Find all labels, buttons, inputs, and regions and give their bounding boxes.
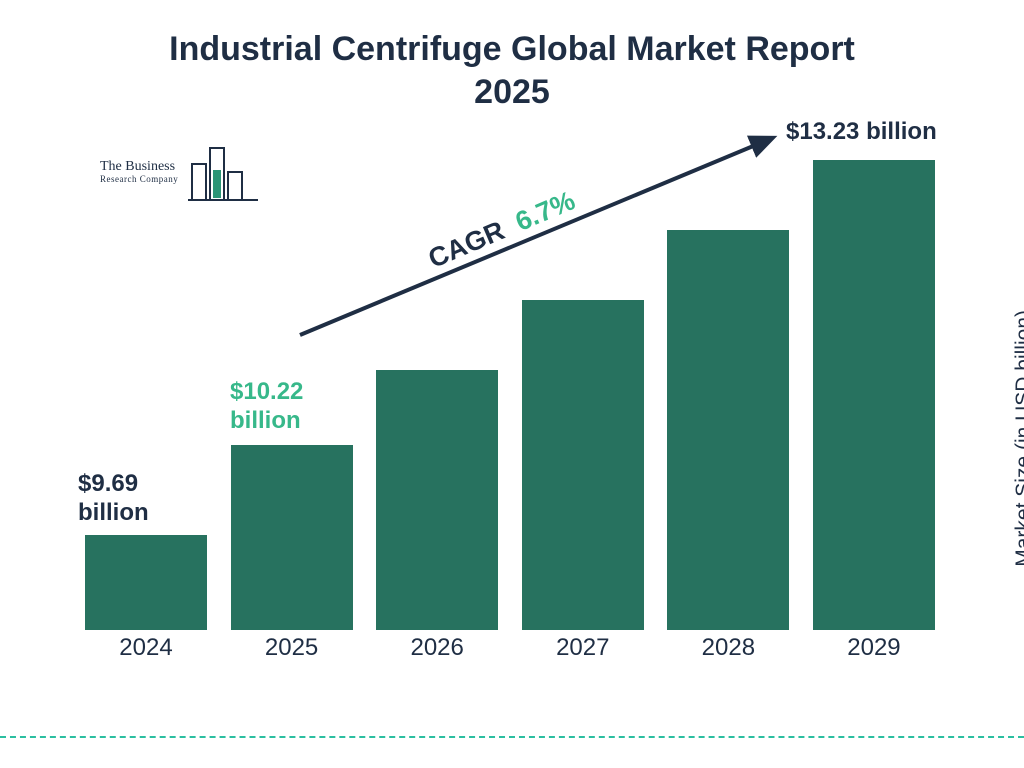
value-label: $10.22billion bbox=[230, 378, 303, 436]
bar-wrap bbox=[85, 535, 207, 630]
value-label: $13.23 billion bbox=[786, 118, 937, 147]
bottom-divider bbox=[0, 736, 1024, 738]
bar-wrap bbox=[231, 445, 353, 630]
bar bbox=[231, 445, 353, 630]
value-label: $9.69billion bbox=[78, 470, 149, 528]
x-axis-tick-label: 2029 bbox=[813, 634, 935, 670]
chart-title: Industrial Centrifuge Global Market Repo… bbox=[0, 28, 1024, 113]
cagr-annotation: CAGR 6.7% bbox=[300, 165, 780, 345]
x-axis-tick-label: 2025 bbox=[231, 634, 353, 670]
x-axis-labels: 2024 2025 2026 2027 2028 2029 bbox=[85, 634, 935, 670]
x-axis-tick-label: 2027 bbox=[522, 634, 644, 670]
cagr-arrow-icon bbox=[300, 165, 780, 365]
bar-wrap bbox=[376, 370, 498, 630]
bar bbox=[813, 160, 935, 630]
x-axis-tick-label: 2028 bbox=[667, 634, 789, 670]
chart-title-line2: 2025 bbox=[474, 73, 550, 111]
chart-title-line1: Industrial Centrifuge Global Market Repo… bbox=[169, 30, 855, 68]
bar bbox=[85, 535, 207, 630]
x-axis-tick-label: 2024 bbox=[85, 634, 207, 670]
y-axis-label: Market Size (in USD billion) bbox=[1012, 310, 1024, 567]
bar-wrap bbox=[813, 160, 935, 630]
bar bbox=[376, 370, 498, 630]
x-axis-tick-label: 2026 bbox=[376, 634, 498, 670]
